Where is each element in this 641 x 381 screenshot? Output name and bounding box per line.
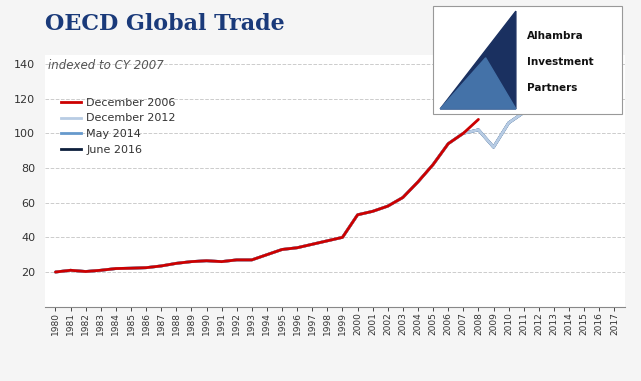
Polygon shape — [440, 58, 516, 109]
Text: OECD Global Trade: OECD Global Trade — [45, 13, 285, 35]
Legend: December 2006, December 2012, May 2014, June 2016: December 2006, December 2012, May 2014, … — [56, 93, 180, 159]
Text: Partners: Partners — [527, 83, 578, 93]
Text: Investment: Investment — [527, 57, 594, 67]
Text: Alhambra: Alhambra — [527, 31, 584, 41]
Text: indexed to CY 2007: indexed to CY 2007 — [48, 59, 163, 72]
Polygon shape — [440, 11, 516, 109]
FancyBboxPatch shape — [433, 6, 622, 114]
